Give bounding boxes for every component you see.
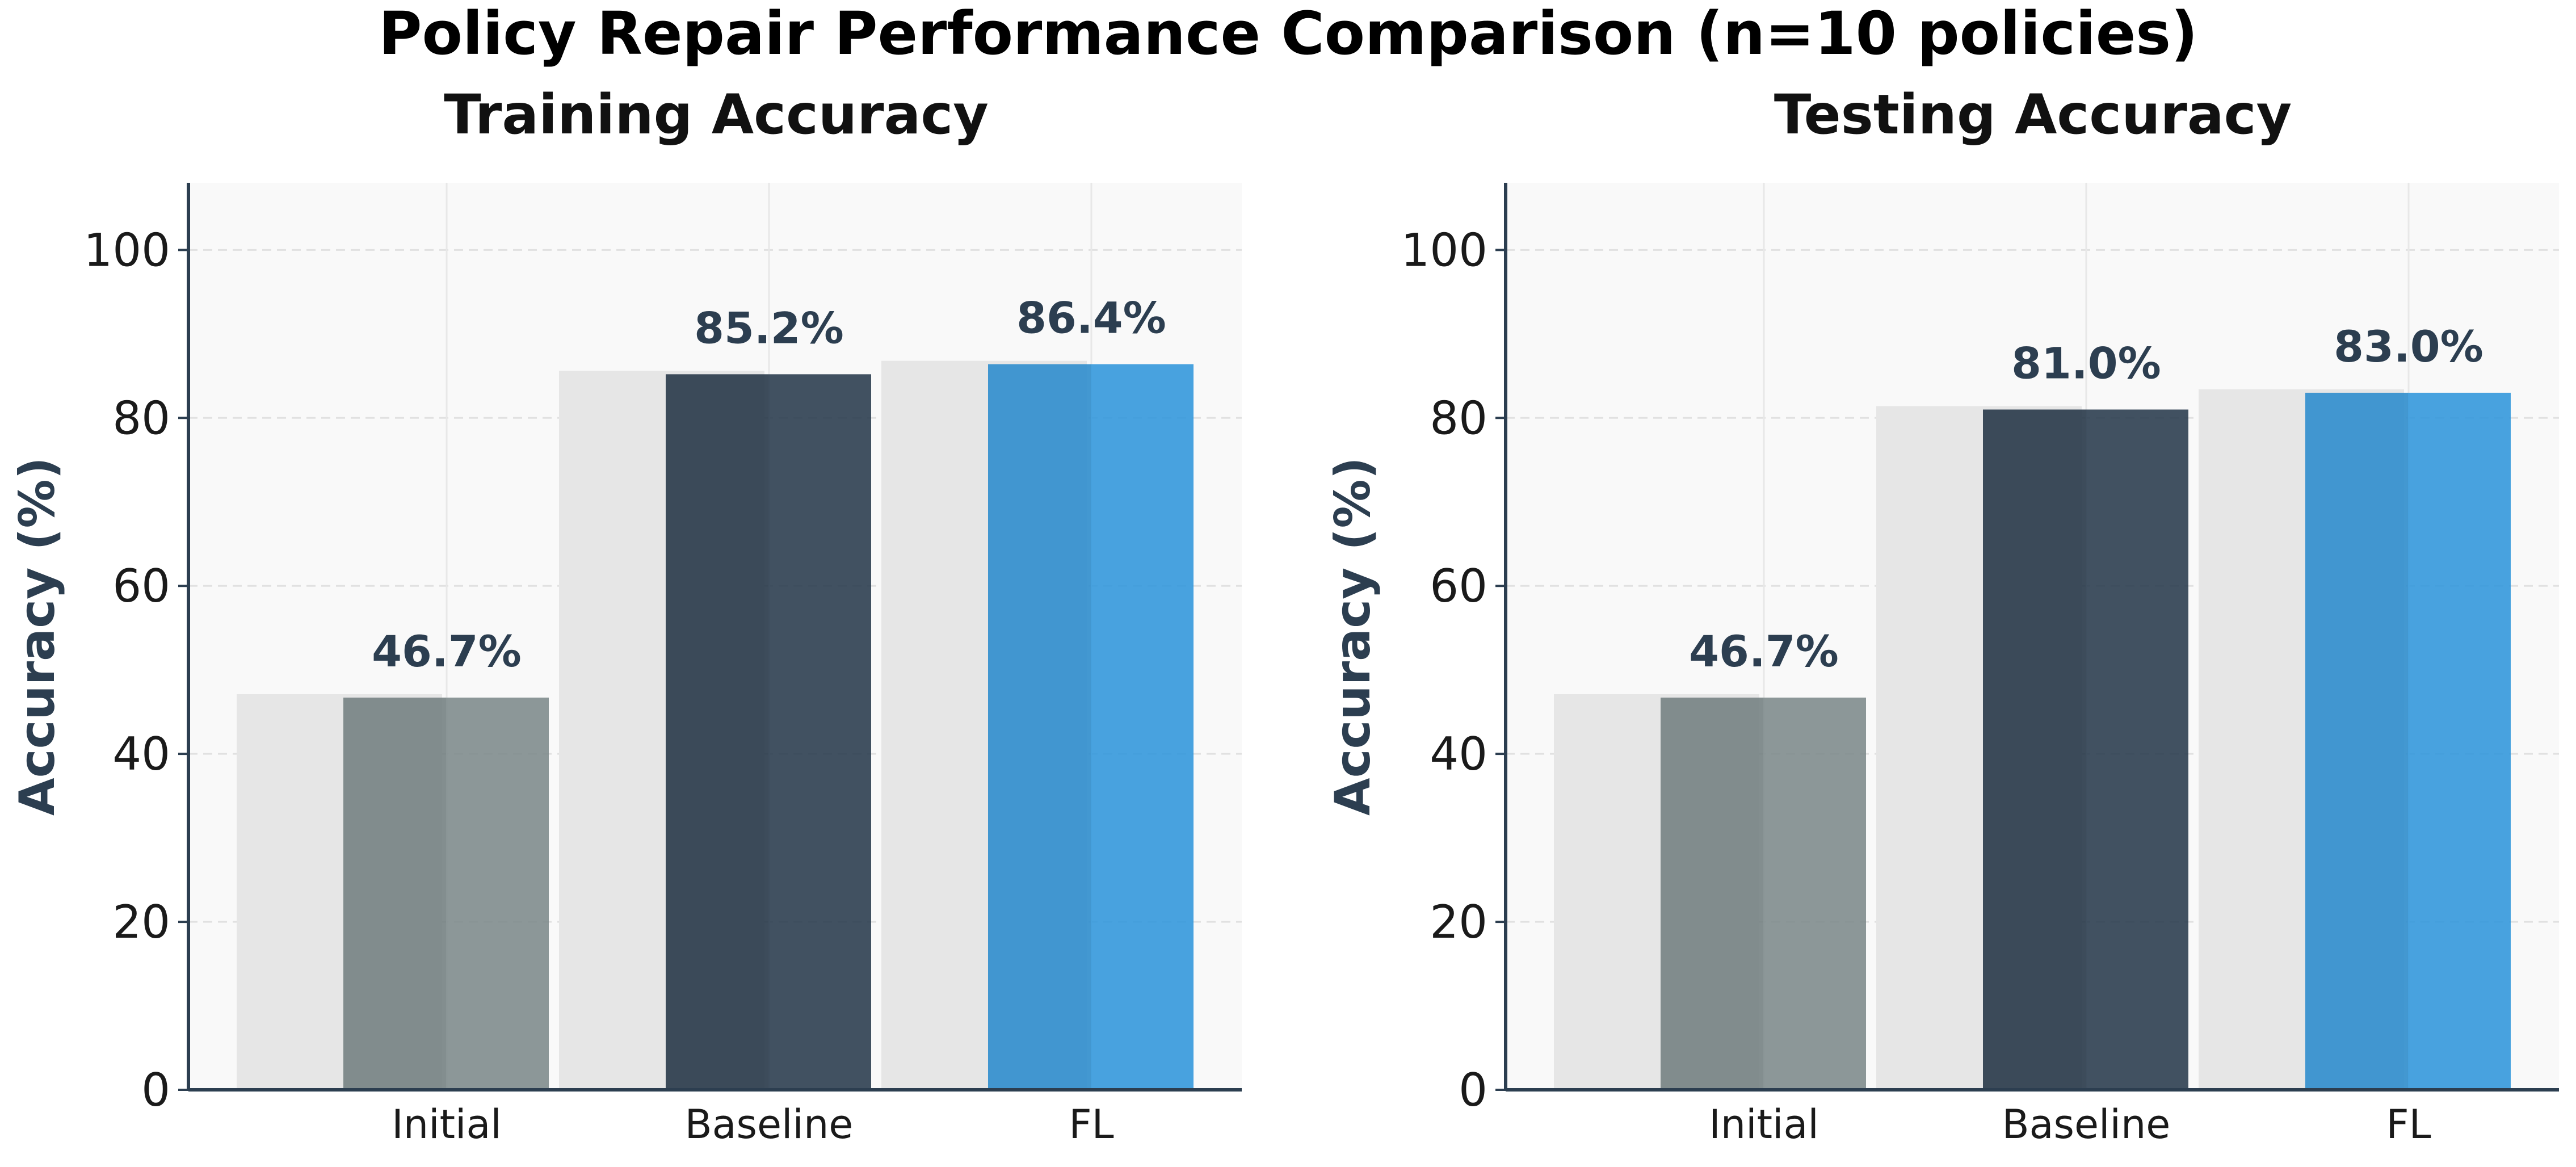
x-tick-label: Initial <box>1709 1101 1819 1148</box>
y-tick-label: 20 <box>112 896 170 948</box>
bar-baseline <box>1983 409 2188 1090</box>
bar-shade-initial <box>343 698 446 1090</box>
figure-title: Policy Repair Performance Comparison (n=… <box>379 0 2197 68</box>
bar-shade-initial <box>1661 698 1763 1090</box>
y-axis-label: Accuracy (%) <box>9 457 66 816</box>
bar-fl <box>2305 392 2511 1090</box>
y-tick-label: 80 <box>112 392 170 444</box>
bar-shade-fl <box>988 364 1091 1090</box>
panel-title: Training Accuracy <box>444 83 989 146</box>
bar-shade-fl <box>2305 392 2408 1090</box>
y-tick-label: 20 <box>1430 896 1487 948</box>
bar-shade-baseline <box>1983 409 2086 1090</box>
y-tick-label: 40 <box>112 728 170 780</box>
bar-fl <box>988 364 1194 1090</box>
y-tick-label: 60 <box>1430 560 1487 612</box>
y-tick-label: 100 <box>83 224 170 276</box>
value-label: 86.4% <box>1016 293 1166 343</box>
y-tick-label: 80 <box>1430 392 1487 444</box>
x-tick-label: Baseline <box>685 1101 854 1148</box>
value-label: 83.0% <box>2334 321 2483 372</box>
panel-title: Testing Accuracy <box>1774 83 2292 146</box>
y-tick-label: 60 <box>112 560 170 612</box>
bar-shade-baseline <box>666 374 768 1090</box>
bar-baseline <box>666 374 871 1090</box>
y-tick-label: 0 <box>1459 1064 1487 1116</box>
x-tick-label: FL <box>1069 1101 1113 1148</box>
value-label: 46.7% <box>372 626 522 677</box>
y-tick-label: 0 <box>141 1064 170 1116</box>
bar-initial <box>343 698 549 1090</box>
chart-panel-2: 46.7% Initial 81.0% Baseline 83.0% FL 0 20 40 60 8… <box>1325 83 2559 1148</box>
x-tick-label: FL <box>2386 1101 2431 1148</box>
value-label: 81.0% <box>2011 338 2161 389</box>
y-axis-label: Accuracy (%) <box>1325 457 1381 816</box>
x-tick-label: Initial <box>392 1101 502 1148</box>
y-tick-label: 40 <box>1430 728 1487 780</box>
value-label: 46.7% <box>1689 626 1839 677</box>
x-tick-label: Baseline <box>2002 1101 2171 1148</box>
bar-initial <box>1661 698 1866 1090</box>
y-tick-label: 100 <box>1401 224 1487 276</box>
value-label: 85.2% <box>694 303 844 353</box>
chart-panel-1: 46.7% Initial 85.2% Baseline 86.4% FL 0 20 40 60 8… <box>9 83 1242 1148</box>
